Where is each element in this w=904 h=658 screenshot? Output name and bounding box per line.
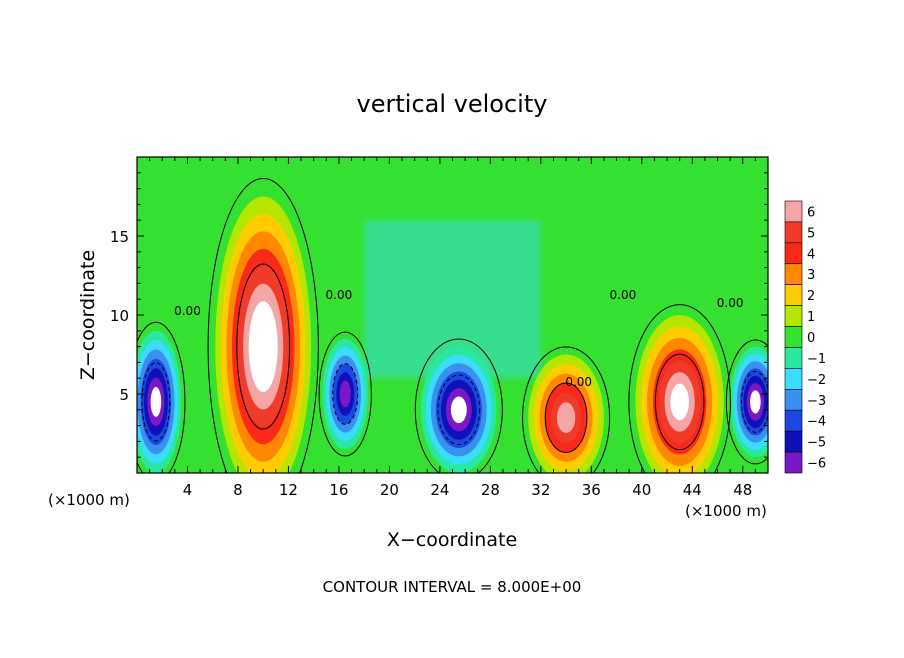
cell-level (150, 386, 162, 417)
cell-level (670, 383, 689, 421)
colorbar-label: 2 (807, 289, 815, 304)
zero-contour-line (725, 339, 768, 465)
cell-contour-line (741, 370, 768, 433)
zero-contours: 0.00 0.00 0.00 0.00 0.00 (137, 178, 768, 473)
colorbar-label: 0 (807, 331, 815, 346)
colorbar-label: −2 (807, 373, 826, 388)
colorbar-label: −3 (807, 394, 826, 409)
x-tick-label: 40 (632, 481, 651, 499)
y-tick-label: 10 (110, 307, 129, 325)
y-tick-label: 15 (110, 228, 129, 246)
y-axis-ticks: 5 10 15 (110, 172, 768, 458)
plot-area: 0.000.000.000.000.00 4 8 12 16 20 24 28 32 36 40 4… (110, 156, 769, 499)
cell-negative-5 (420, 346, 497, 473)
zero-contour-line (137, 321, 186, 473)
colorbar-label: 4 (807, 247, 815, 262)
x-tick-label: 44 (683, 481, 702, 499)
cell-negative-3 (137, 330, 182, 473)
cell-contour-line (437, 374, 481, 446)
contour-label: 0.00 (717, 296, 744, 310)
cell-positive-1 (528, 354, 604, 473)
x-unit-left: (×1000 m) (48, 491, 130, 509)
cell-positive-2 (635, 315, 724, 473)
colorbar-label: 1 (807, 310, 815, 325)
x-tick-label: 32 (531, 481, 550, 499)
zero-contour-line (522, 346, 611, 473)
colorbar-swatch (784, 430, 803, 453)
cell-contour-line (236, 263, 291, 430)
colorbar-swatch (784, 409, 803, 432)
cell-contour-line (544, 382, 588, 453)
colorbar-label: 3 (807, 268, 815, 283)
x-tick-label: 20 (380, 481, 399, 499)
contour-label: 0.00 (326, 288, 353, 302)
x-tick-label: 8 (233, 481, 243, 499)
contour-label: 0.00 (610, 288, 637, 302)
cell-level (556, 402, 576, 434)
cell-level (750, 390, 761, 414)
x-axis-ticks: 4 8 12 16 20 24 28 32 36 40 44 48 (149, 157, 756, 499)
contour-interval-note: CONTOUR INTERVAL = 8.000E+00 (323, 578, 582, 596)
colorbar-label: −1 (807, 352, 826, 367)
zero-contour-line (207, 178, 319, 473)
velocity-field (137, 157, 768, 473)
x-tick-label: 36 (582, 481, 601, 499)
y-tick-label: 5 (119, 386, 129, 404)
cell-negative-4 (322, 338, 368, 450)
colorbar-swatch (784, 347, 803, 369)
cell-level (254, 318, 273, 375)
colorbar-label: −5 (807, 436, 826, 451)
cell-level (339, 380, 351, 408)
colorbar-swatch (784, 200, 803, 223)
colorbar-swatch (784, 368, 803, 390)
cell-contour-line (332, 363, 359, 425)
x-tick-label: 4 (183, 481, 193, 499)
zero-contour-line (414, 338, 503, 473)
cell-contour-line (141, 362, 171, 442)
colorbar-label: 5 (807, 226, 815, 241)
colorbar-label: 6 (807, 205, 815, 220)
zero-contour-line (318, 331, 372, 457)
contour-label: 0.00 (174, 304, 201, 318)
colorbar-swatch (784, 451, 803, 474)
x-tick-label: 28 (481, 481, 500, 499)
cell-contour-line (654, 353, 705, 451)
y-axis-label: Z−coordinate (77, 250, 99, 380)
colorbar-label: −4 (807, 415, 826, 430)
colorbar-swatch (784, 326, 803, 348)
cell-level (450, 396, 467, 424)
cell-negative-6 (730, 346, 768, 458)
chart-title: vertical velocity (357, 90, 548, 118)
colorbar-swatch (784, 284, 803, 306)
x-tick-label: 48 (733, 481, 752, 499)
x-tick-label: 16 (329, 481, 348, 499)
colorbar-swatch (784, 221, 803, 244)
colorbar: 6 5 4 3 2 1 0 −1 −2 −3 −4 −5 −6 (784, 200, 826, 474)
x-tick-label: 24 (430, 481, 449, 499)
x-tick-label: 12 (279, 481, 298, 499)
zero-contour-line (628, 304, 731, 473)
cell-positive-0 (215, 196, 312, 473)
contour-label: 0.00 (565, 375, 592, 389)
colorbar-swatch (784, 305, 803, 327)
colorbar-swatch (784, 242, 803, 265)
colorbar-label: −6 (807, 457, 826, 472)
colorbar-swatch (784, 389, 803, 411)
x-axis-label: X−coordinate (387, 529, 517, 551)
x-unit-right: (×1000 m) (685, 502, 767, 520)
colorbar-swatch (784, 263, 803, 285)
